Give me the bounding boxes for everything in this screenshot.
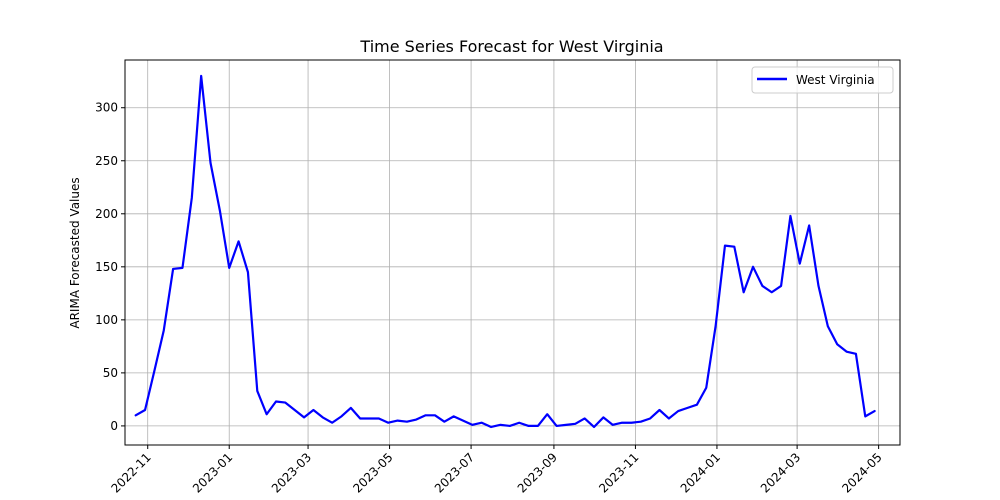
y-tick-label: 200 xyxy=(95,207,118,221)
legend: West Virginia xyxy=(751,66,894,94)
y-tick-label: 300 xyxy=(95,101,118,115)
y-tick-label: 150 xyxy=(95,260,118,274)
legend-label: West Virginia xyxy=(796,73,875,87)
y-tick-label: 250 xyxy=(95,154,118,168)
chart-title: Time Series Forecast for West Virginia xyxy=(359,37,663,56)
series-line xyxy=(134,74,876,429)
grid-lines xyxy=(125,60,900,445)
y-axis-label: ARIMA Forecasted Values xyxy=(68,177,82,328)
series-layer xyxy=(134,74,876,429)
y-tick-label: 50 xyxy=(103,366,118,380)
legend-box xyxy=(751,66,894,94)
plot-area-frame xyxy=(124,59,901,446)
y-tick-label: 0 xyxy=(110,419,118,433)
y-axis: 0 50 100 150 200 250 300 xyxy=(95,101,125,433)
y-tick-label: 100 xyxy=(95,313,118,327)
